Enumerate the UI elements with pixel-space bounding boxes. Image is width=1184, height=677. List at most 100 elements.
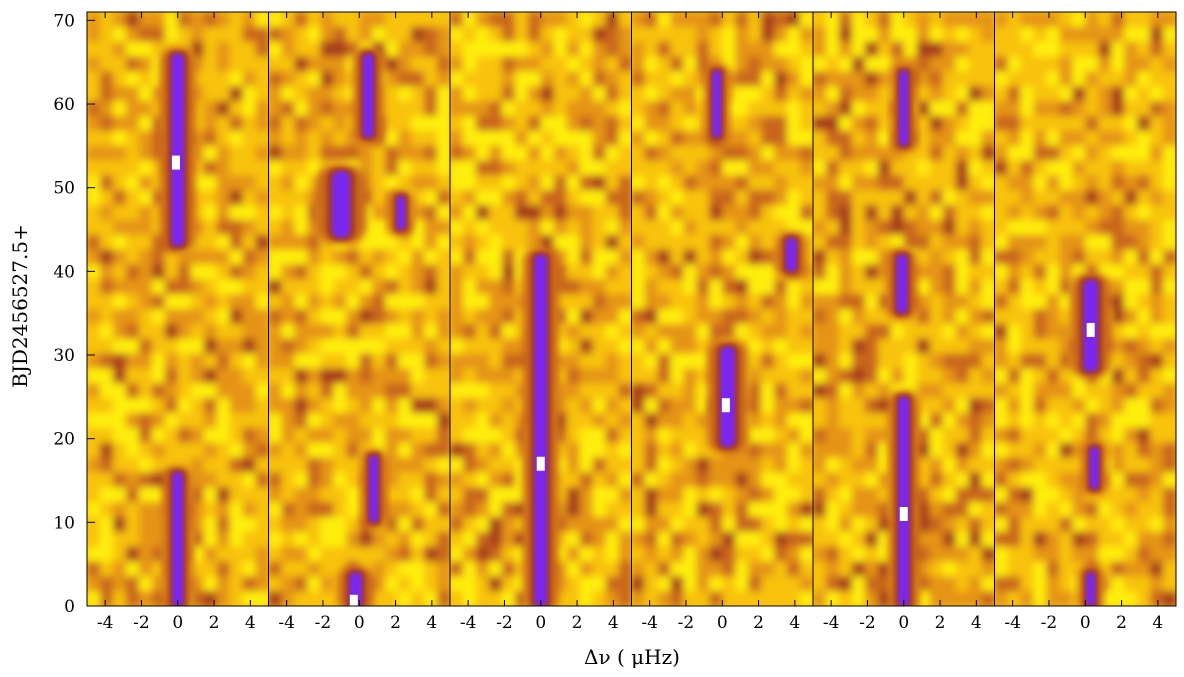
heat-cell — [748, 279, 763, 296]
heat-cell — [605, 86, 620, 103]
heat-cell — [151, 442, 166, 459]
heat-cell — [1059, 353, 1074, 370]
heat-cell — [800, 160, 813, 177]
heat-cell — [981, 591, 995, 606]
heat-cell — [825, 323, 840, 340]
heat-cell — [657, 368, 672, 385]
heat-cell — [631, 309, 646, 325]
heat-cell — [670, 205, 685, 221]
heat-cell — [488, 546, 503, 563]
heat-cell — [968, 531, 983, 548]
heat-cell — [683, 279, 698, 296]
heat-cell — [164, 12, 179, 28]
heat-cell — [450, 472, 464, 489]
heat-cell — [813, 412, 827, 429]
heat-cell — [501, 279, 516, 296]
heat-cell — [268, 294, 283, 310]
heat-cell — [787, 86, 802, 103]
heat-cell — [125, 472, 140, 489]
heat-cell — [813, 531, 827, 548]
heat-cell — [968, 86, 983, 103]
heat-cell — [553, 101, 568, 117]
heat-cell — [1137, 12, 1152, 28]
heat-cell — [1020, 546, 1035, 563]
heat-cell — [229, 487, 244, 504]
heat-cell — [800, 294, 813, 310]
heat-cell — [216, 234, 231, 251]
heat-cell — [359, 531, 374, 548]
heat-cell — [99, 160, 114, 177]
heat-cell — [307, 56, 322, 73]
heat-cell — [87, 442, 101, 459]
heat-cell — [411, 576, 426, 593]
heat-cell — [1098, 427, 1113, 444]
heat-cell — [825, 86, 840, 103]
heat-cell — [735, 115, 750, 132]
heat-cell — [125, 442, 140, 459]
heat-cell — [851, 56, 866, 73]
heat-cell — [579, 576, 594, 593]
ridge-core — [720, 346, 735, 448]
heat-cell — [475, 338, 490, 355]
heat-cell — [99, 71, 114, 88]
heat-cell — [1072, 516, 1087, 533]
heat-cell — [774, 546, 789, 563]
heat-cell — [709, 576, 724, 593]
heat-cell — [787, 56, 802, 73]
heat-cell — [87, 71, 101, 88]
heat-cell — [592, 175, 607, 192]
heat-cell — [488, 516, 503, 533]
heat-cell — [268, 323, 283, 340]
heat-cell — [579, 412, 594, 429]
heat-cell — [631, 383, 646, 400]
heat-cell — [566, 190, 581, 207]
heat-cell — [851, 115, 866, 132]
heat-cell — [631, 115, 646, 132]
heat-cell — [190, 383, 205, 400]
heat-cell — [151, 412, 166, 429]
heat-cell — [566, 338, 581, 355]
heat-cell — [981, 309, 995, 325]
heat-cell — [618, 249, 632, 266]
heat-cell — [644, 442, 659, 459]
x-tick-label: -4 — [1004, 613, 1021, 633]
heat-cell — [255, 264, 269, 281]
heat-cell — [359, 26, 374, 43]
heat-cell — [644, 12, 659, 28]
heat-cell — [774, 130, 789, 147]
heat-cell — [307, 294, 322, 310]
heat-cell — [1150, 457, 1165, 474]
heat-cell — [864, 546, 879, 563]
heat-cell — [294, 86, 309, 103]
heat-cell — [437, 12, 450, 28]
heat-cell — [644, 383, 659, 400]
heat-cell — [825, 368, 840, 385]
heat-cell — [1072, 487, 1087, 504]
heat-cell — [825, 175, 840, 192]
heat-cell — [255, 383, 269, 400]
heat-cell — [955, 576, 970, 593]
heat-cell — [955, 368, 970, 385]
heat-cell — [851, 427, 866, 444]
heat-cell — [813, 160, 827, 177]
heat-cell — [125, 145, 140, 162]
heat-cell — [475, 323, 490, 340]
heat-cell — [1072, 190, 1087, 207]
heat-cell — [255, 457, 269, 474]
heat-cell — [99, 309, 114, 325]
heat-cell — [87, 175, 101, 192]
heat-cell — [501, 442, 516, 459]
heat-cell — [475, 531, 490, 548]
heat-cell — [955, 561, 970, 578]
heat-cell — [488, 264, 503, 281]
heat-cell — [99, 26, 114, 43]
heat-cell — [787, 591, 802, 606]
heat-cell — [424, 398, 439, 414]
heat-cell — [1020, 442, 1035, 459]
heat-cell — [877, 130, 892, 147]
heat-cell — [851, 190, 866, 207]
heat-cell — [838, 26, 853, 43]
heat-cell — [916, 338, 931, 355]
heat-cell — [1059, 101, 1074, 117]
heat-cell — [981, 41, 995, 58]
